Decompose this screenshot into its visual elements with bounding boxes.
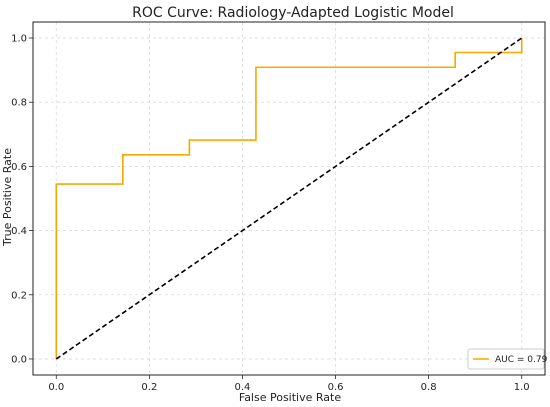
legend-box: [467, 348, 545, 370]
y-tick-label: 0.0: [11, 354, 27, 365]
y-tick-label: 0.2: [11, 290, 27, 301]
y-axis-label: True Positive Rate: [1, 148, 14, 247]
axis-ticks: 0.0 0.2 0.4 0.6 0.8 1.0 0.0 0.2 0.4 0.6 0.8 1.0: [11, 34, 530, 393]
x-axis-label: False Positive Rate: [239, 391, 341, 404]
grid-lines: [33, 22, 545, 375]
legend-label-auc: AUC = 0.79: [495, 355, 548, 365]
legend: AUC = 0.79: [467, 348, 548, 370]
chart-title: ROC Curve: Radiology-Adapted Logistic Mo…: [132, 5, 454, 21]
series-lines: [55, 37, 523, 360]
x-tick-label: 0.0: [48, 382, 64, 393]
x-tick-label: 0.4: [235, 382, 251, 393]
y-tick-label: 1.0: [11, 34, 27, 45]
y-tick-label: 0.8: [11, 98, 27, 109]
plot-area-border: [32, 21, 546, 376]
chance-diagonal-line: [55, 37, 523, 360]
x-tick-label: 1.0: [514, 382, 530, 393]
roc-curve-line: [55, 38, 523, 359]
x-tick-label: 0.6: [328, 382, 344, 393]
y-tick-label: 0.4: [11, 226, 27, 237]
x-tick-label: 0.8: [421, 382, 437, 393]
y-tick-label: 0.6: [11, 162, 27, 173]
x-tick-label: 0.2: [141, 382, 157, 393]
